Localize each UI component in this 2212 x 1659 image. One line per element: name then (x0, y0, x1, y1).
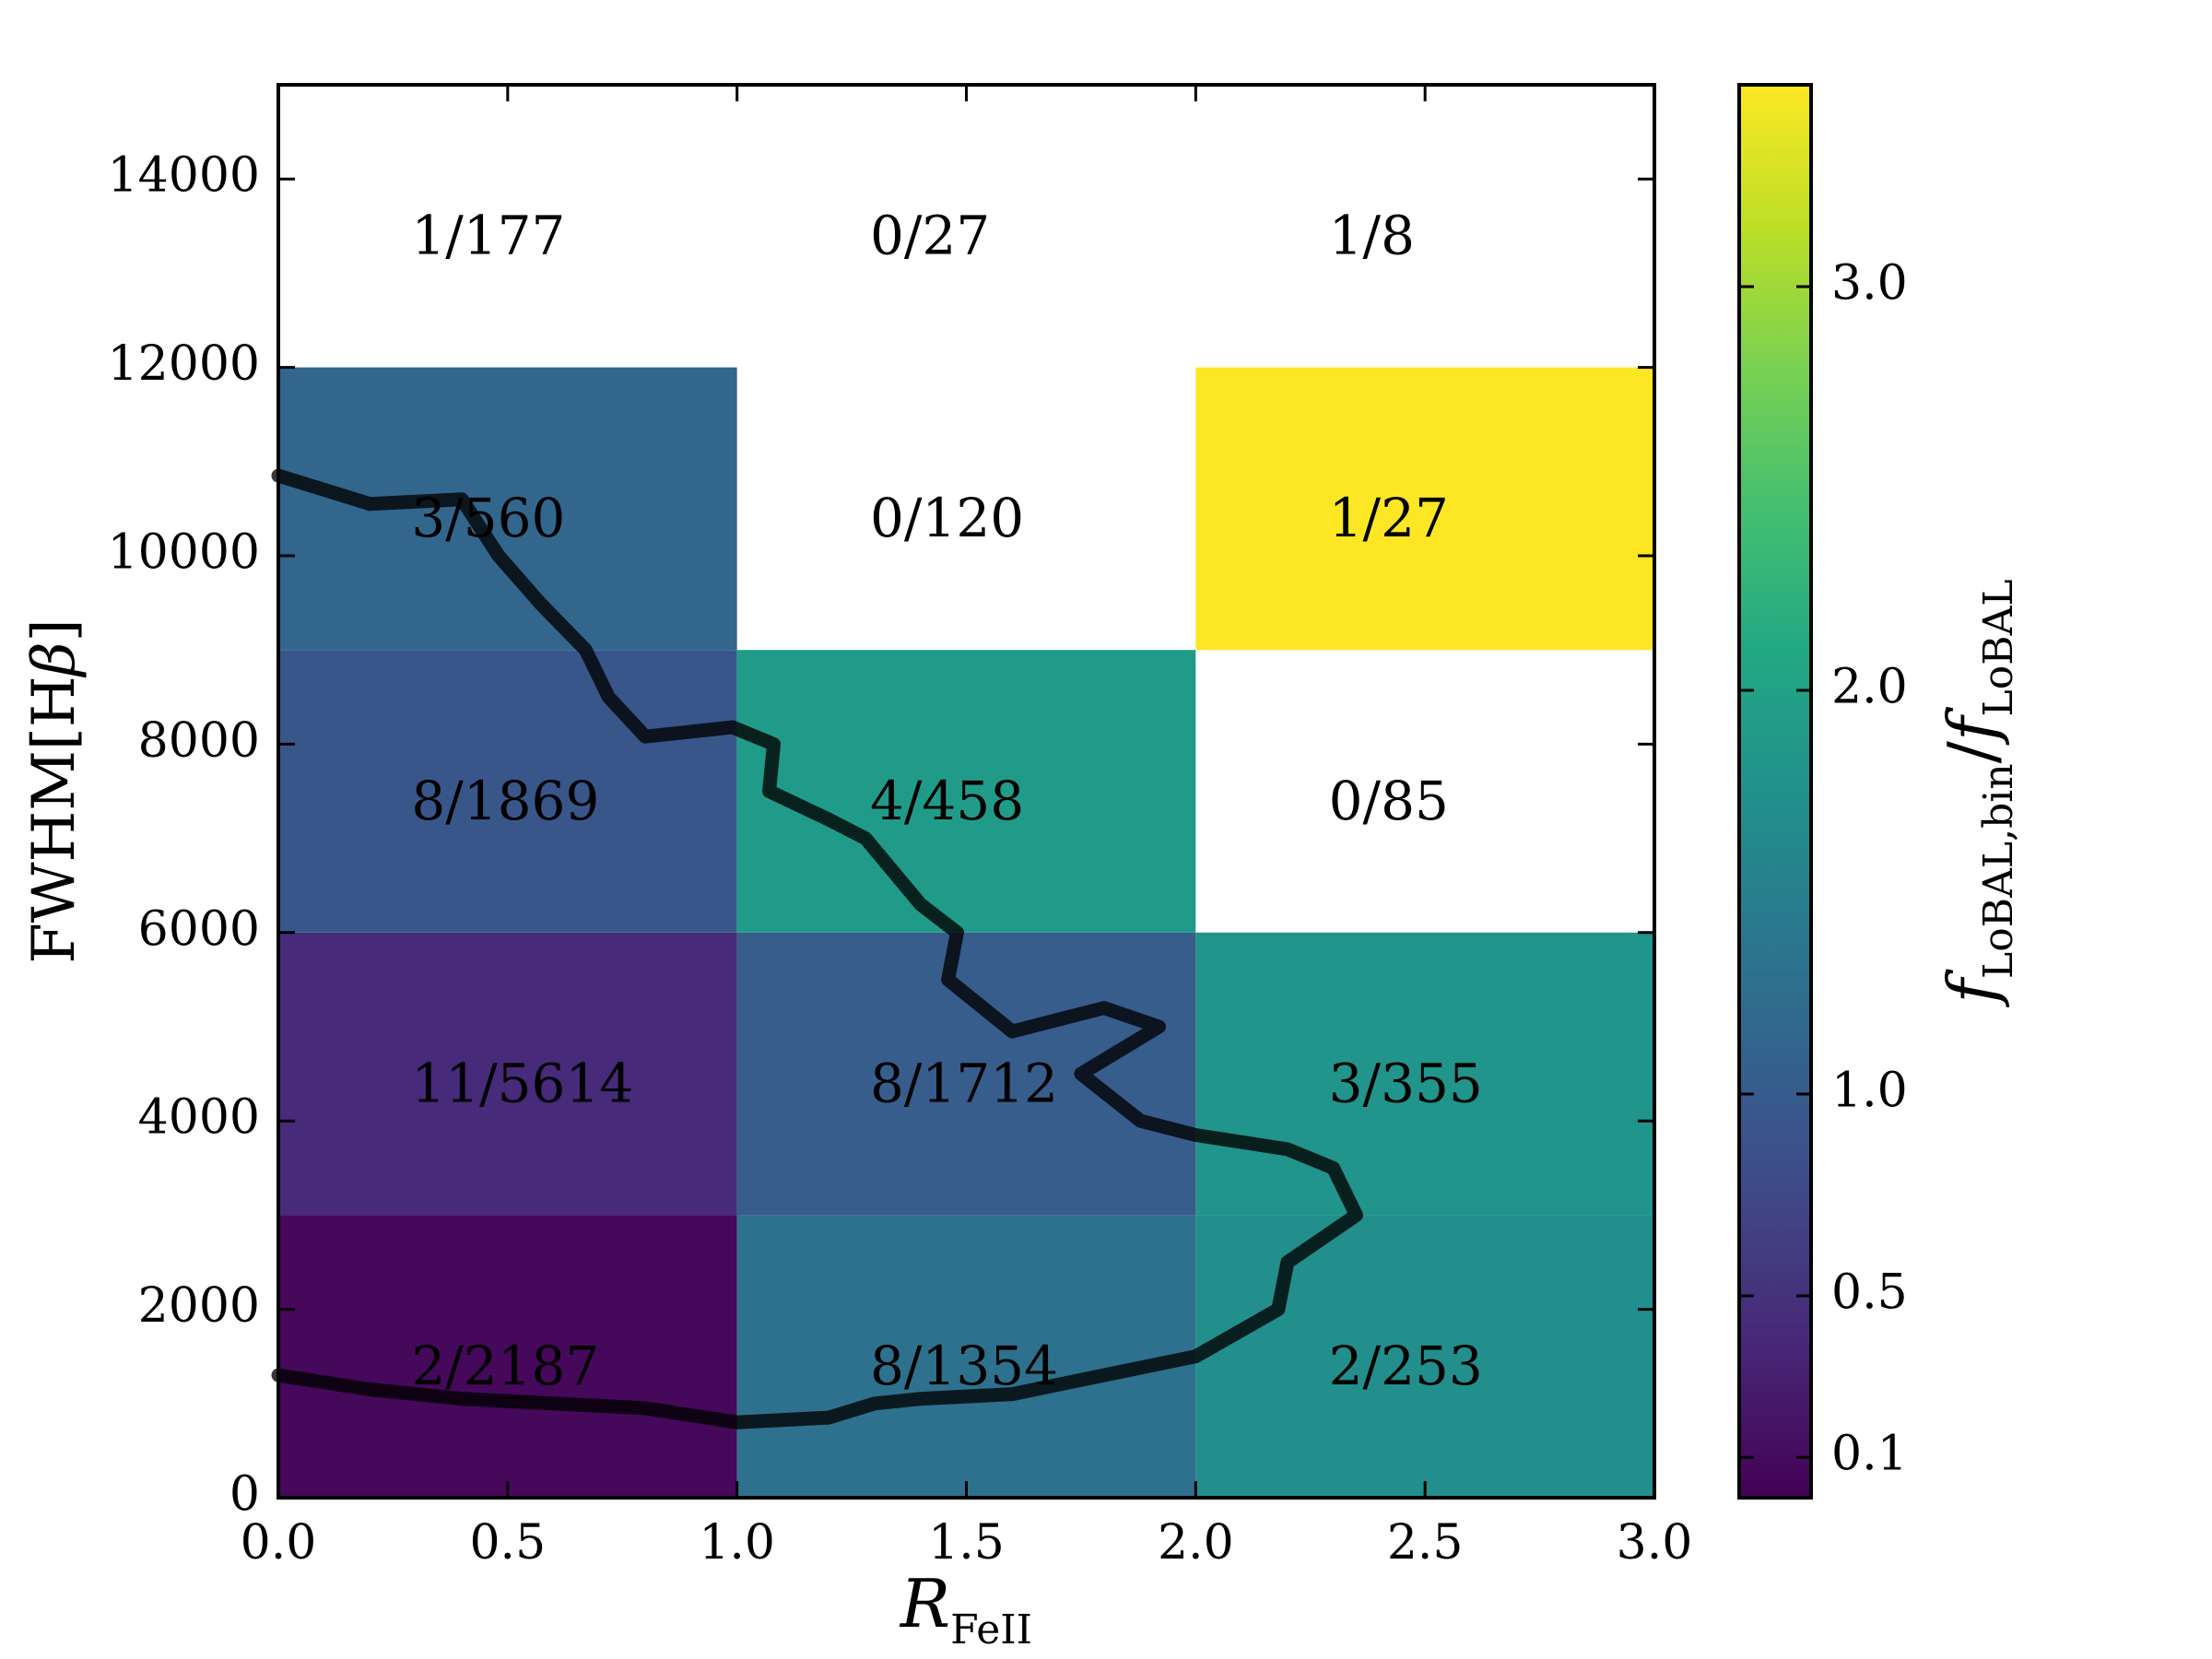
y-tick-label: 12000 (108, 336, 260, 392)
cell-labels: 2/2187 8/1354 2/253 11/5614 8/1712 3/355 8/186… (411, 205, 1482, 1397)
heatmap-cell (1195, 932, 1654, 1216)
y-tick-label: 14000 (108, 148, 260, 204)
cell-count-label: 1/8 (1329, 205, 1415, 267)
heatmap-cell (278, 650, 737, 933)
cell-count-label: 3/355 (1329, 1052, 1483, 1114)
cell-count-label: 8/1869 (411, 770, 599, 832)
heatmap-cell (278, 1215, 737, 1498)
x-tick-label: 2.0 (1158, 1515, 1234, 1571)
colorbar (1737, 83, 1813, 1500)
x-tick-label: 2.5 (1387, 1515, 1464, 1571)
colorbar-ticks: 0.1 0.5 1.0 2.0 3.0 (1739, 256, 1908, 1482)
cell-count-label: 2/253 (1329, 1335, 1483, 1397)
cell-count-label: 0/27 (870, 205, 990, 267)
y-axis-title: FWHM[Hβ] (20, 618, 88, 963)
contour-line (271, 468, 1363, 1430)
cell-count-label: 1/177 (411, 205, 565, 267)
x-axis: 0.0 0.5 1.0 1.5 2.0 2.5 3.0 (241, 85, 1693, 1571)
cell-count-label: 0/85 (1329, 770, 1449, 832)
heatmap-cell (736, 1215, 1196, 1498)
cell-count-label: 8/1712 (870, 1052, 1058, 1114)
heatmap-cell (1195, 1215, 1654, 1498)
cell-count-label: 11/5614 (411, 1052, 633, 1114)
colorbar-tick-label: 2.0 (1831, 660, 1908, 715)
colorbar-title: fLoBAL,bin/fLoBAL (1934, 579, 2022, 1007)
x-tick-label: 0.5 (469, 1515, 546, 1571)
y-tick-label: 2000 (138, 1278, 260, 1334)
x-axis-title: RFeII (899, 1565, 1032, 1653)
x-tick-label: 3.0 (1617, 1515, 1693, 1571)
colorbar-tick-label: 1.0 (1831, 1064, 1908, 1119)
cell-count-label: 8/1354 (870, 1335, 1058, 1397)
y-tick-label: 10000 (108, 525, 260, 581)
y-tick-label: 6000 (138, 901, 260, 957)
x-tick-label: 1.5 (928, 1515, 1005, 1571)
density-contour (271, 468, 1363, 1430)
colorbar-tick-label: 0.1 (1831, 1427, 1908, 1482)
cell-count-label: 1/27 (1329, 487, 1449, 549)
x-tick-label: 0.0 (241, 1515, 317, 1571)
y-tick-label: 4000 (138, 1090, 260, 1146)
colorbar-tick-label: 3.0 (1831, 256, 1908, 312)
x-tick-label: 1.0 (699, 1515, 775, 1571)
heatmap-cell (1195, 367, 1654, 651)
cell-count-label: 3/560 (411, 487, 565, 549)
cell-count-label: 0/120 (870, 487, 1024, 549)
heatmap-cell (278, 367, 737, 651)
colorbar-tick-label: 0.5 (1831, 1265, 1908, 1321)
heatmap-cell (736, 932, 1196, 1216)
y-axis: 0 2000 4000 6000 8000 10000 12000 14000 (108, 148, 1654, 1523)
heatmap-cells (278, 367, 1654, 1498)
heatmap-cell (736, 650, 1196, 933)
cell-count-label: 4/458 (870, 770, 1024, 832)
y-tick-label: 8000 (138, 713, 260, 769)
y-tick-label: 0 (229, 1467, 260, 1523)
heatmap-cell (278, 932, 737, 1216)
cell-count-label: 2/2187 (411, 1335, 599, 1397)
